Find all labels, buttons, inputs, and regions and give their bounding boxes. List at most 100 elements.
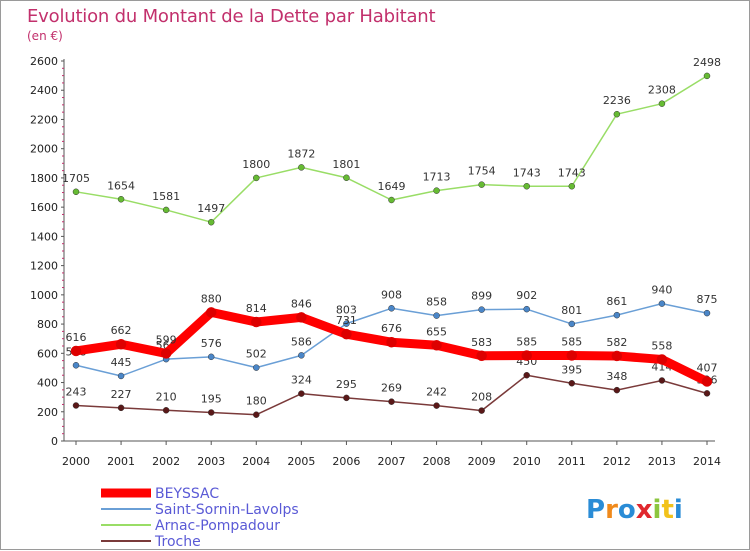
data-label-beyssac: 655 <box>426 325 447 338</box>
data-label-saint-sornin-lavolps: 801 <box>561 304 582 317</box>
data-point-saint-sornin-lavolps <box>703 309 711 317</box>
data-label-beyssac: 558 <box>651 339 672 352</box>
logo-letter: t <box>661 495 673 525</box>
data-point-beyssac <box>431 340 442 351</box>
data-point-arnac-pompadour <box>253 174 260 182</box>
data-point-beyssac <box>296 312 307 323</box>
x-tick-label: 2006 <box>332 455 360 468</box>
data-label-saint-sornin-lavolps: 803 <box>336 304 357 317</box>
y-tick-label: 1400 <box>30 230 58 243</box>
x-tick-label: 2009 <box>468 455 496 468</box>
data-point-saint-sornin-lavolps <box>343 320 350 327</box>
data-label-arnac-pompadour: 1743 <box>513 166 541 179</box>
data-point-beyssac <box>611 350 623 362</box>
data-label-arnac-pompadour: 2308 <box>648 84 676 97</box>
data-point-saint-sornin-lavolps <box>298 352 305 359</box>
data-point-arnac-pompadour <box>162 206 170 214</box>
data-point-troche <box>523 371 530 379</box>
data-point-troche <box>298 390 305 397</box>
logo-letter: r <box>605 495 618 525</box>
data-label-arnac-pompadour: 1872 <box>287 147 315 160</box>
data-label-troche: 180 <box>246 395 267 408</box>
data-point-beyssac <box>656 354 668 365</box>
data-point-saint-sornin-lavolps <box>568 320 576 328</box>
data-label-troche: 348 <box>606 370 627 383</box>
data-point-beyssac <box>386 336 397 348</box>
x-tick-label: 2003 <box>197 455 225 468</box>
data-label-beyssac: 585 <box>561 336 582 349</box>
data-label-troche: 295 <box>336 378 357 391</box>
data-label-arnac-pompadour: 1754 <box>468 165 496 178</box>
data-point-beyssac <box>341 328 352 340</box>
data-point-saint-sornin-lavolps <box>433 312 440 319</box>
data-point-arnac-pompadour <box>343 174 350 182</box>
data-label-troche: 210 <box>156 390 177 403</box>
data-point-arnac-pompadour <box>207 218 215 226</box>
x-tick-label: 2000 <box>62 455 90 468</box>
data-point-troche <box>613 386 621 394</box>
data-label-arnac-pompadour: 1705 <box>62 172 90 185</box>
logo-letter: x <box>636 495 653 525</box>
data-point-troche <box>117 404 125 412</box>
y-tick-label: 2000 <box>30 143 58 156</box>
x-tick-label: 2008 <box>423 455 451 468</box>
data-point-saint-sornin-lavolps <box>478 306 485 313</box>
data-point-arnac-pompadour <box>117 196 125 203</box>
data-point-saint-sornin-lavolps <box>613 311 621 319</box>
chart-subtitle: (en €) <box>27 29 63 43</box>
data-label-saint-sornin-lavolps: 858 <box>426 296 447 309</box>
y-tick-label: 2600 <box>30 55 58 68</box>
y-tick-label: 1800 <box>30 172 58 185</box>
data-point-beyssac <box>701 376 713 387</box>
data-label-beyssac: 846 <box>291 297 312 310</box>
data-label-beyssac: 616 <box>66 331 87 344</box>
data-point-saint-sornin-lavolps <box>253 364 260 371</box>
data-label-arnac-pompadour: 1743 <box>558 166 586 179</box>
data-point-troche <box>703 390 711 397</box>
data-label-beyssac: 880 <box>201 292 222 305</box>
data-point-beyssac <box>476 350 487 362</box>
data-label-saint-sornin-lavolps: 908 <box>381 288 402 301</box>
x-tick-label: 2001 <box>107 455 135 468</box>
data-point-arnac-pompadour <box>703 72 711 80</box>
data-point-troche <box>433 402 440 409</box>
data-label-arnac-pompadour: 1713 <box>423 171 451 184</box>
data-label-arnac-pompadour: 1649 <box>378 180 406 193</box>
data-label-troche: 208 <box>471 391 492 404</box>
x-tick-label: 2013 <box>648 455 676 468</box>
data-point-beyssac <box>160 348 172 359</box>
data-label-saint-sornin-lavolps: 502 <box>246 348 267 361</box>
data-point-arnac-pompadour <box>72 188 80 196</box>
data-point-arnac-pompadour <box>298 164 305 171</box>
y-tick-label: 2200 <box>30 113 58 126</box>
data-label-arnac-pompadour: 1800 <box>242 158 270 171</box>
y-tick-label: 1000 <box>30 289 58 302</box>
data-label-saint-sornin-lavolps: 586 <box>291 335 312 348</box>
x-tick-label: 2014 <box>693 455 721 468</box>
data-label-troche: 227 <box>111 388 132 401</box>
data-label-arnac-pompadour: 1497 <box>197 202 225 215</box>
data-label-saint-sornin-lavolps: 445 <box>111 356 132 369</box>
data-label-troche: 324 <box>291 374 312 387</box>
y-tick-label: 200 <box>37 406 58 419</box>
data-point-troche <box>388 398 395 405</box>
data-point-troche <box>162 407 170 414</box>
data-point-beyssac <box>70 345 82 357</box>
data-point-troche <box>343 394 350 402</box>
data-label-arnac-pompadour: 1581 <box>152 190 180 203</box>
data-label-arnac-pompadour: 2236 <box>603 94 631 107</box>
legend-label: Arnac-Pompadour <box>155 518 280 534</box>
data-label-troche: 242 <box>426 386 447 399</box>
y-tick-label: 1600 <box>30 201 58 214</box>
data-point-saint-sornin-lavolps <box>388 305 395 312</box>
data-label-beyssac: 583 <box>471 336 492 349</box>
data-label-troche: 269 <box>381 382 402 395</box>
data-label-arnac-pompadour: 1654 <box>107 179 135 192</box>
logo-letter: i <box>653 495 662 525</box>
data-label-beyssac: 662 <box>111 324 132 337</box>
x-tick-label: 2004 <box>242 455 270 468</box>
data-point-saint-sornin-lavolps <box>523 305 530 313</box>
data-point-saint-sornin-lavolps <box>117 372 125 380</box>
